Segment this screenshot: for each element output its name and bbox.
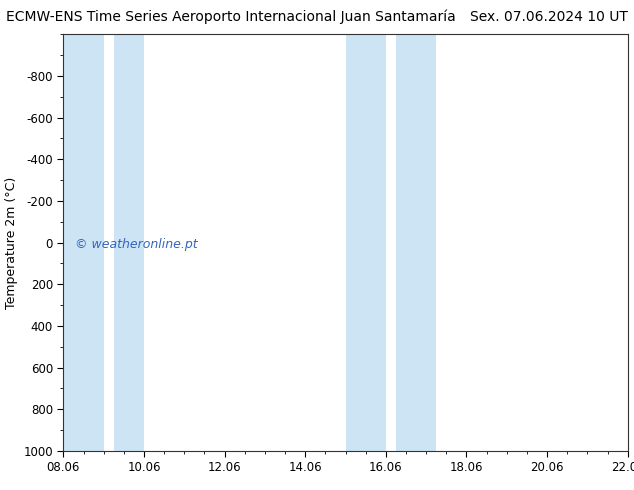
Text: Sex. 07.06.2024 10 UT: Sex. 07.06.2024 10 UT [470,10,628,24]
Text: © weatheronline.pt: © weatheronline.pt [75,238,197,251]
Bar [396,34,436,451]
Bar [628,34,634,451]
Text: ECMW-ENS Time Series Aeroporto Internacional Juan Santamaría: ECMW-ENS Time Series Aeroporto Internaci… [6,10,456,24]
Y-axis label: Temperature 2m (°C): Temperature 2m (°C) [5,176,18,309]
Bar [63,34,104,451]
Bar [113,34,144,451]
Bar [346,34,386,451]
